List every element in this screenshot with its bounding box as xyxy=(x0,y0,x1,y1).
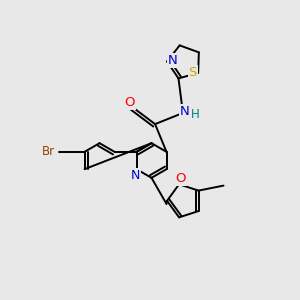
Text: S: S xyxy=(189,66,197,79)
Text: Br: Br xyxy=(42,145,56,158)
Text: H: H xyxy=(191,108,200,121)
Text: O: O xyxy=(124,96,135,109)
Text: N: N xyxy=(130,169,140,182)
Text: N: N xyxy=(168,54,177,68)
Text: N: N xyxy=(180,105,189,118)
Text: O: O xyxy=(175,172,186,185)
